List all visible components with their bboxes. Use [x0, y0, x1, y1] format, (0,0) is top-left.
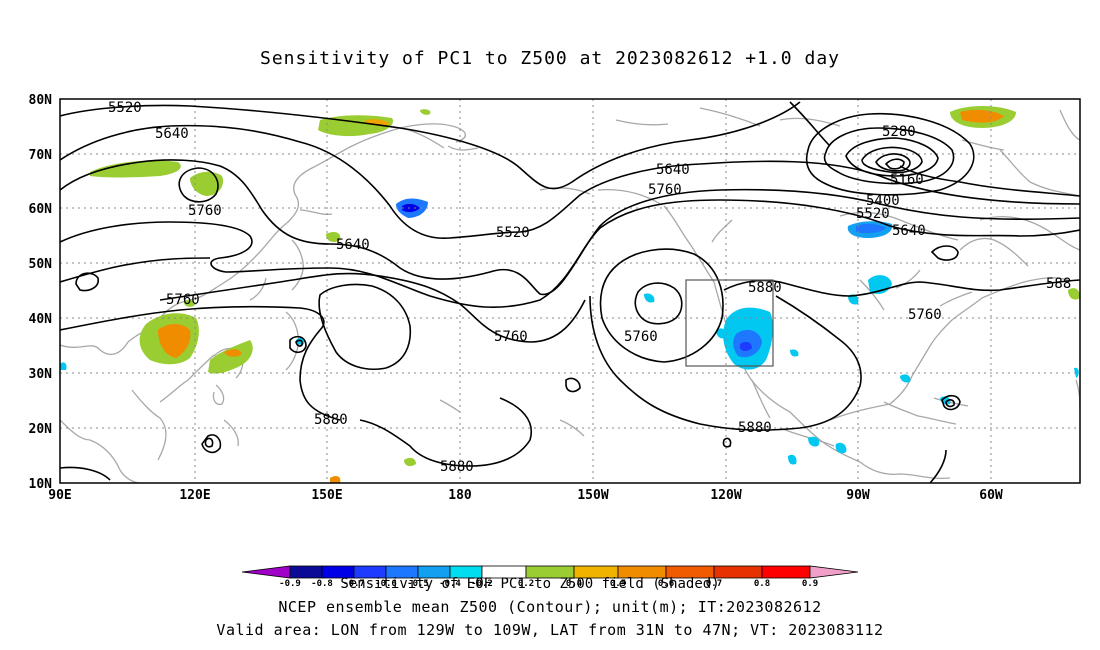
- longitude-labels: 90E 120E 150E 180 150W 120W 90W 60W: [48, 488, 1003, 503]
- contour-label: 5640: [656, 162, 690, 178]
- colorbar-tick-label: -0.7: [343, 579, 365, 589]
- colorbar-tick-label: -0.8: [311, 579, 333, 589]
- colorbar-tick-label: 0.2: [518, 579, 534, 589]
- coastlines: [60, 107, 1080, 483]
- contour-label: 5640: [155, 126, 189, 142]
- contour-label: 5760: [188, 203, 222, 219]
- lat-label: 60N: [29, 202, 53, 217]
- colorbar-tick-label: 0.6: [658, 579, 674, 589]
- lon-label: 120W: [710, 488, 741, 503]
- lat-label: 40N: [29, 312, 53, 327]
- lat-label: 10N: [29, 477, 53, 492]
- colorbar-box: [713, 565, 763, 579]
- lon-label: 120E: [179, 488, 210, 503]
- contour-label: 5640: [336, 237, 370, 253]
- colorbar-box: [761, 565, 811, 579]
- chart-title: Sensitivity of PC1 to Z500 at 2023082612…: [259, 48, 840, 69]
- lon-label: 90W: [846, 488, 870, 503]
- contour-label: 5880: [738, 420, 772, 436]
- map-frame: [59, 98, 1081, 484]
- contour-label: 5880: [748, 280, 782, 296]
- lon-label: 90E: [48, 488, 71, 503]
- lon-label: 150W: [577, 488, 608, 503]
- contour-label: 5760: [648, 182, 682, 198]
- lat-label: 30N: [29, 367, 53, 382]
- lon-label: 180: [448, 488, 472, 503]
- contour-label: 5520: [496, 225, 530, 241]
- colorbar-tick-label: 0.4: [566, 579, 583, 589]
- lat-label: 80N: [29, 93, 53, 108]
- contour-label: 5640: [892, 223, 926, 239]
- sensitivity-shading: [60, 106, 1080, 483]
- contour-label: 5760: [624, 329, 658, 345]
- contour-label: 588: [1046, 276, 1071, 292]
- valid-area-box: [685, 279, 774, 367]
- contour-label: 5760: [908, 307, 942, 323]
- lat-label: 50N: [29, 257, 53, 272]
- contour-label: 5760: [494, 329, 528, 345]
- contour-label: 5400: [866, 193, 900, 209]
- colorbar-tick-label: -0.9: [279, 579, 301, 589]
- lon-label: 150E: [311, 488, 342, 503]
- contour-label: 5160: [890, 172, 924, 188]
- contour-label: 5880: [440, 459, 474, 475]
- colorbar-tick-label: 0.8: [754, 579, 770, 589]
- colorbar-tick-label: -0.2: [471, 579, 493, 589]
- contour-labels: 5520 5640 5760 5640 5760 5880 5520 5640 …: [108, 100, 1071, 475]
- lon-label: 60W: [979, 488, 1003, 503]
- latitude-labels: 80N 70N 60N 50N 40N 30N 20N 10N: [29, 93, 53, 492]
- contour-label: 5520: [108, 100, 142, 116]
- contour-label: 5520: [856, 206, 890, 222]
- colorbar-end-high: [809, 565, 859, 579]
- colorbar-tick-label: -0.5: [407, 579, 429, 589]
- colorbar-caption: Sensitivity of EOF PC1 to Z500 field (Sh…: [340, 576, 719, 592]
- colorbar: -0.9 -0.8 -0.7 -0.6 -0.5 -0.4 -0.2 0.2 0.4 0.5 0.6…: [241, 565, 859, 592]
- colorbar-tick-label: 0.5: [610, 579, 626, 589]
- colorbar-tick-label: -0.6: [375, 579, 397, 589]
- colorbar-tick-label: 0.9: [802, 579, 818, 589]
- colorbar-end-low: [241, 565, 291, 579]
- contour-label: 5280: [882, 124, 916, 140]
- colorbar-tick-label: 0.7: [706, 579, 722, 589]
- colorbar-box: [289, 565, 323, 579]
- contour-label: 5880: [314, 412, 348, 428]
- footer-valid-area: Valid area: LON from 129W to 109W, LAT f…: [216, 621, 884, 639]
- lat-label: 20N: [29, 422, 53, 437]
- lat-label: 70N: [29, 148, 53, 163]
- colorbar-tick-label: -0.4: [439, 579, 461, 589]
- contour-label: 5760: [166, 292, 200, 308]
- footer-contour-info: NCEP ensemble mean Z500 (Contour); unit(…: [278, 598, 822, 616]
- z500-contours: [60, 101, 1080, 483]
